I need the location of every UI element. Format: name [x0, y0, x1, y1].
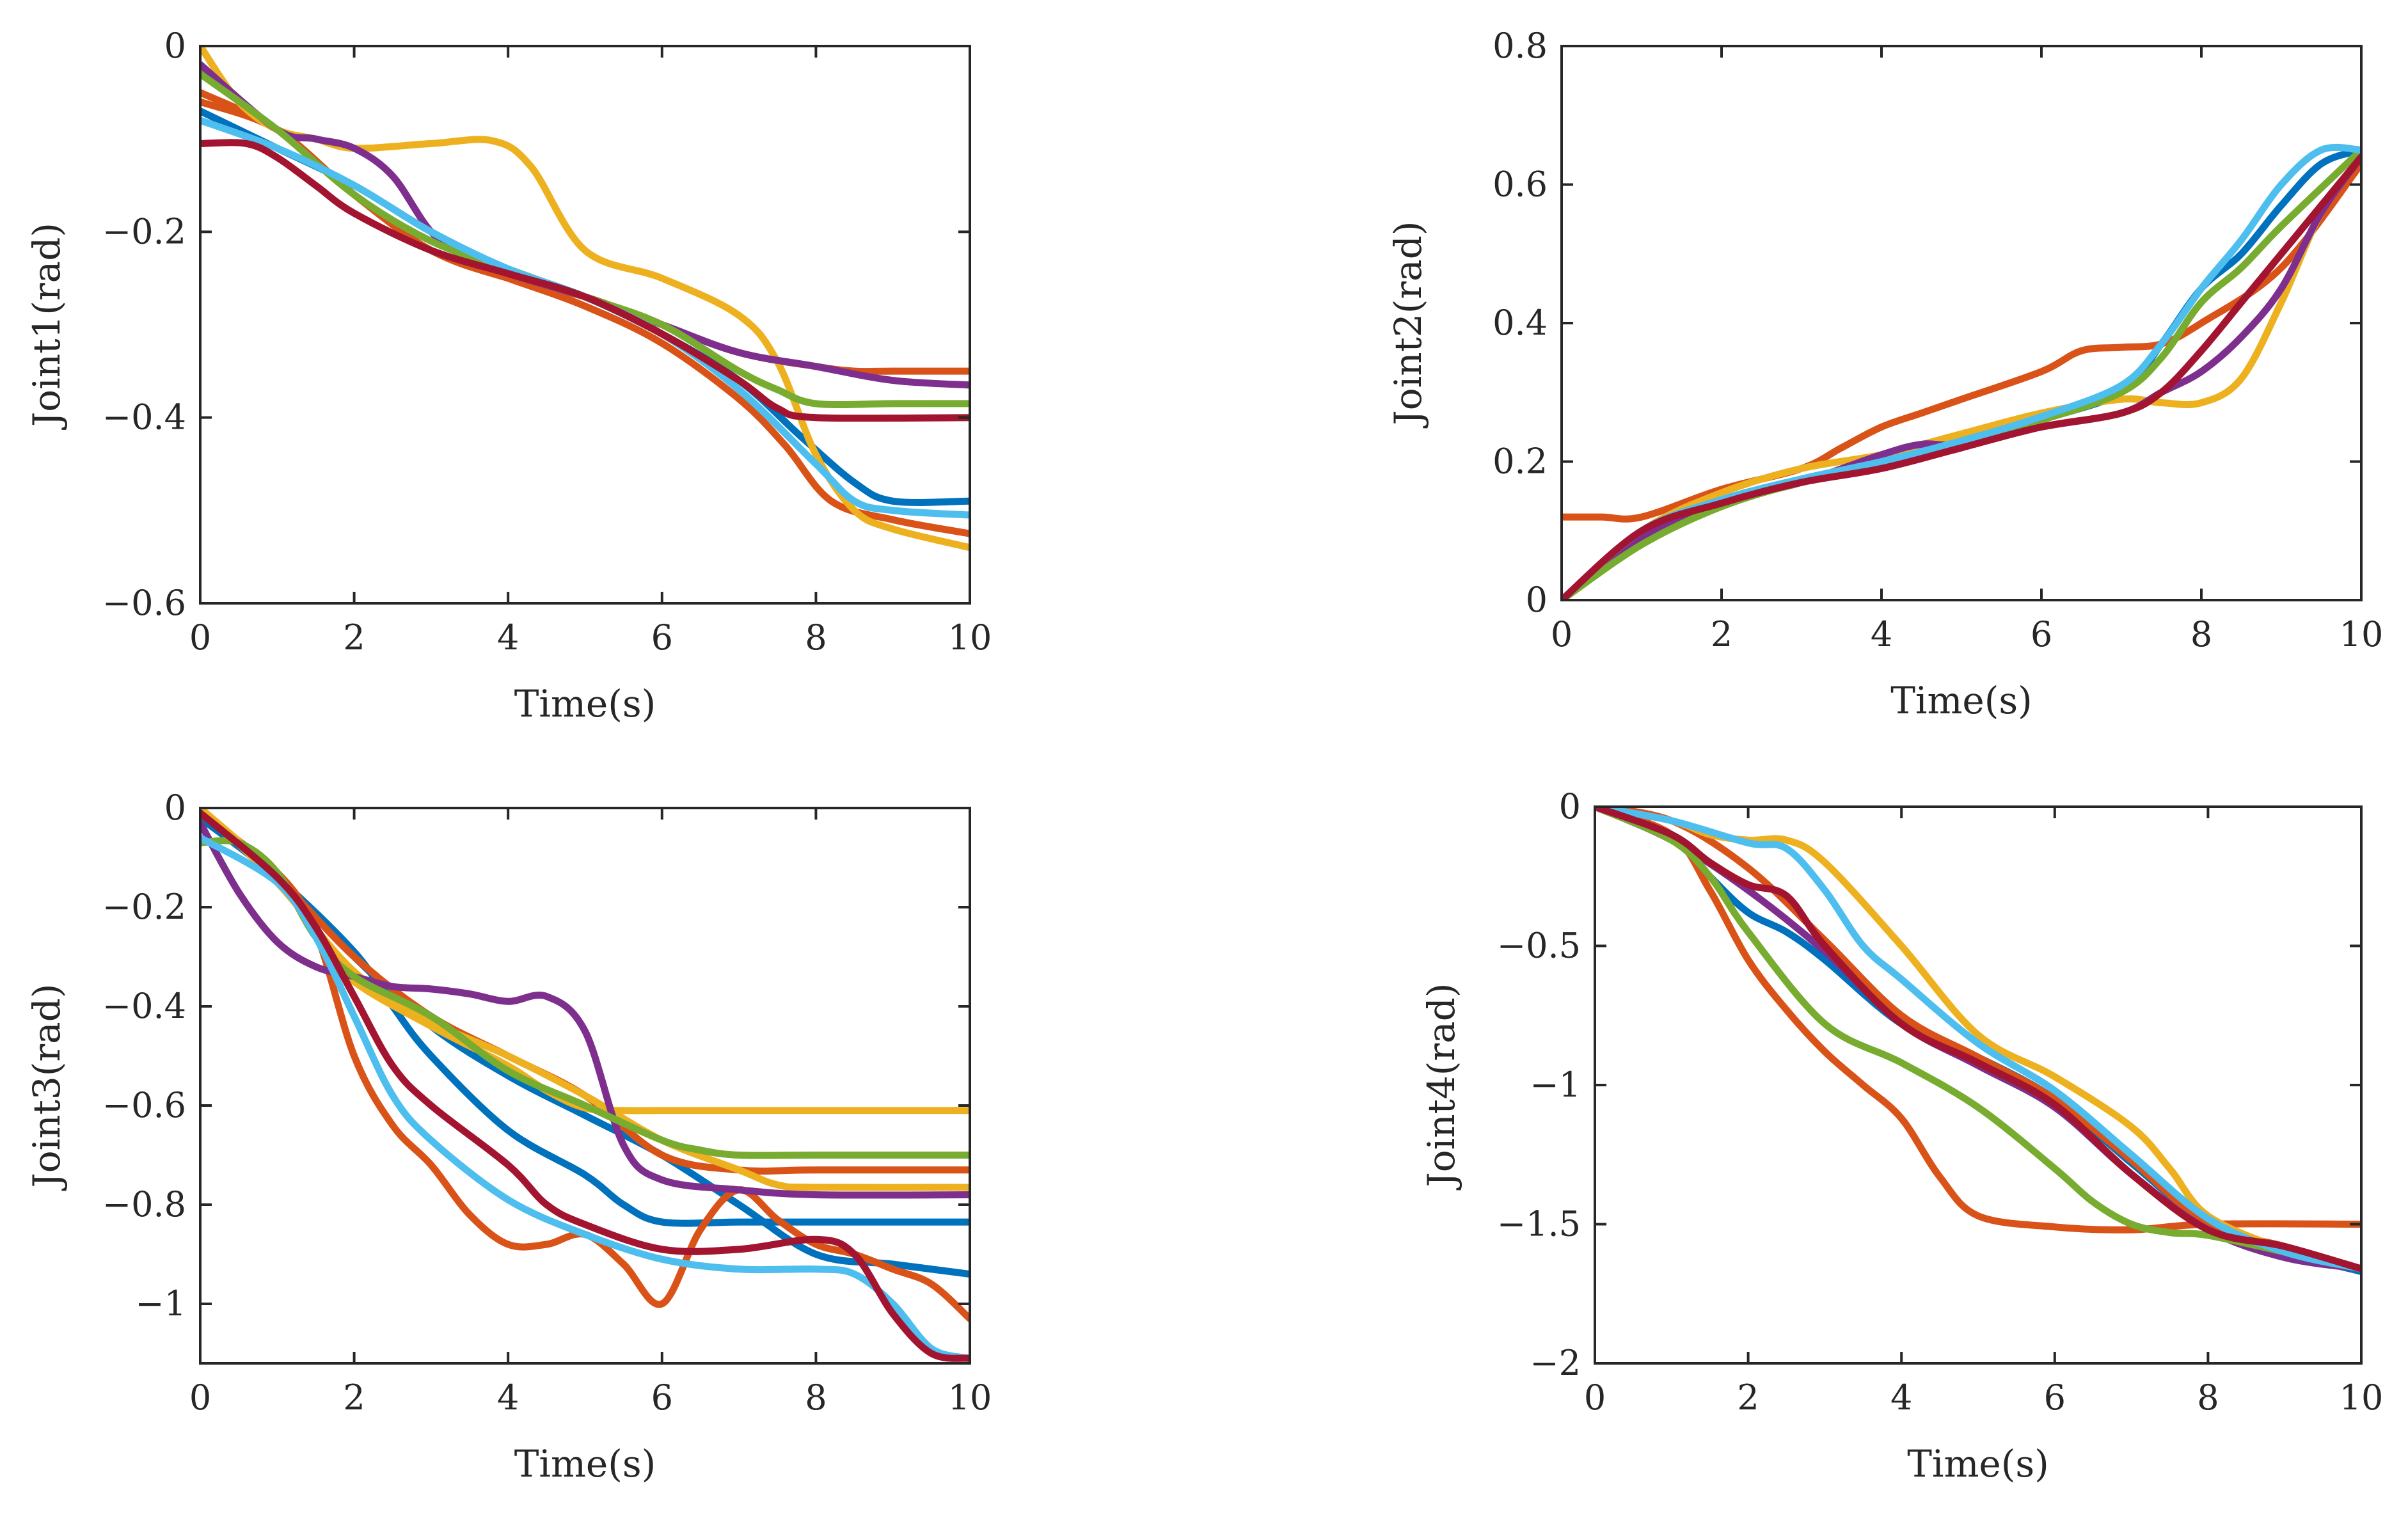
x-tick-label: 2: [1711, 614, 1732, 654]
series-line-yellow-2: [200, 808, 970, 1191]
x-tick-label: 4: [1871, 614, 1892, 654]
y-tick-label: −0.6: [102, 583, 186, 623]
x-tick-label: 10: [2340, 1377, 2384, 1418]
y-tick-label: 0: [164, 788, 186, 828]
x-axis-label: Time(s): [1890, 679, 2032, 722]
series-group: [1595, 807, 2361, 1275]
x-axis-label: Time(s): [1907, 1442, 2049, 1486]
y-axis-label: Joint3(rad): [25, 984, 68, 1191]
plot-frame: [199, 807, 971, 1365]
y-tick-label: −0.8: [102, 1184, 186, 1225]
x-axis-label: Time(s): [514, 1442, 656, 1486]
y-tick-label: −0.5: [1497, 926, 1581, 966]
series-line-yellow-1: [200, 808, 970, 1114]
x-tick-label: 6: [2044, 1377, 2066, 1418]
x-tick-label: 2: [1737, 1377, 1759, 1418]
x-tick-label: 0: [189, 617, 211, 658]
series-line-purple: [200, 819, 970, 1199]
x-tick-label: 10: [2340, 614, 2384, 654]
y-tick-label: 0.4: [1493, 303, 1548, 343]
series-group: [200, 46, 970, 551]
x-tick-label: 0: [189, 1377, 211, 1418]
x-tick-label: 8: [805, 1377, 827, 1418]
y-tick-label: −2: [1530, 1343, 1581, 1383]
x-tick-label: 10: [948, 1377, 992, 1418]
series-line-light-blue: [1595, 807, 2361, 1272]
panel-joint4: 0 2 4 6 8 10 0 −0.5 −1 −1.5 −2 Time(s) Joint4(rad): [1420, 786, 2383, 1486]
y-tick-label: −0.4: [102, 986, 186, 1026]
y-tick-label: 0.8: [1493, 26, 1548, 66]
series-line-dark-red: [200, 809, 970, 1362]
series-line-green: [1595, 807, 2361, 1272]
series-line-light-blue: [200, 116, 970, 519]
x-tick-label: 6: [2031, 614, 2052, 654]
series-group: [1562, 143, 2361, 600]
x-tick-label: 6: [651, 1377, 673, 1418]
y-axis-label: Joint4(rad): [1420, 983, 1463, 1191]
series-line-yellow: [1562, 153, 2361, 600]
series-group: [200, 808, 970, 1362]
x-tick-label: 10: [948, 617, 992, 658]
series-line-dark-red: [1595, 807, 2361, 1272]
series-line-dark-red: [200, 139, 970, 422]
x-tick-label: 4: [497, 617, 519, 658]
x-tick-label: 0: [1551, 614, 1572, 654]
series-line-purple: [200, 61, 970, 389]
y-tick-label: −0.4: [102, 397, 186, 438]
y-tick-label: 0: [1559, 786, 1581, 827]
x-tick-label: 2: [343, 1377, 365, 1418]
y-tick-label: −0.6: [102, 1085, 186, 1125]
y-tick-label: −0.2: [102, 887, 186, 927]
x-tick-label: 8: [805, 617, 827, 658]
series-line-green: [200, 70, 970, 408]
series-line-blue-1: [200, 814, 970, 1227]
x-tick-label: 4: [497, 1377, 519, 1418]
x-axis-label: Time(s): [514, 682, 656, 725]
panel-joint2: 0 2 4 6 8 10 0 0.2 0.4 0.6 0.8 Time(s) Joint2(rad): [1386, 26, 2383, 722]
y-tick-label: 0.6: [1493, 164, 1548, 205]
plot-frame: [199, 45, 971, 605]
x-tick-label: 8: [2197, 1377, 2219, 1418]
series-line-light-blue: [200, 834, 970, 1362]
y-tick-label: 0: [1526, 580, 1548, 620]
y-axis-label: Joint1(rad): [25, 223, 68, 430]
x-tick-label: 8: [2190, 614, 2212, 654]
y-tick-label: −1: [1530, 1065, 1581, 1105]
x-tick-label: 4: [1890, 1377, 1912, 1418]
series-line-orange-1: [200, 809, 970, 1322]
x-tick-label: 2: [343, 617, 365, 658]
series-line-orange: [1562, 160, 2361, 523]
y-tick-label: 0.2: [1493, 441, 1548, 482]
x-tick-label: 6: [651, 617, 673, 658]
panel-joint1: 0 2 4 6 8 10 0 −0.2 −0.4 −0.6 Time(s) Joint1(rad): [25, 26, 992, 725]
y-tick-label: −1.5: [1497, 1204, 1581, 1244]
y-tick-label: −0.2: [102, 211, 186, 251]
x-tick-label: 0: [1584, 1377, 1606, 1418]
series-line-blue-2: [200, 814, 970, 1278]
series-line-orange-1: [1595, 807, 2361, 1233]
y-tick-label: 0: [164, 26, 186, 66]
y-tick-label: −1: [135, 1283, 186, 1324]
y-axis-label: Joint2(rad): [1386, 221, 1430, 429]
panel-joint3: 0 2 4 6 8 10 0 −0.2 −0.4 −0.6 −0.8 −1 Time(s) Joint3(…: [25, 788, 992, 1486]
series-line-dark-red: [1562, 153, 2361, 600]
series-line-orange-1: [200, 89, 970, 376]
